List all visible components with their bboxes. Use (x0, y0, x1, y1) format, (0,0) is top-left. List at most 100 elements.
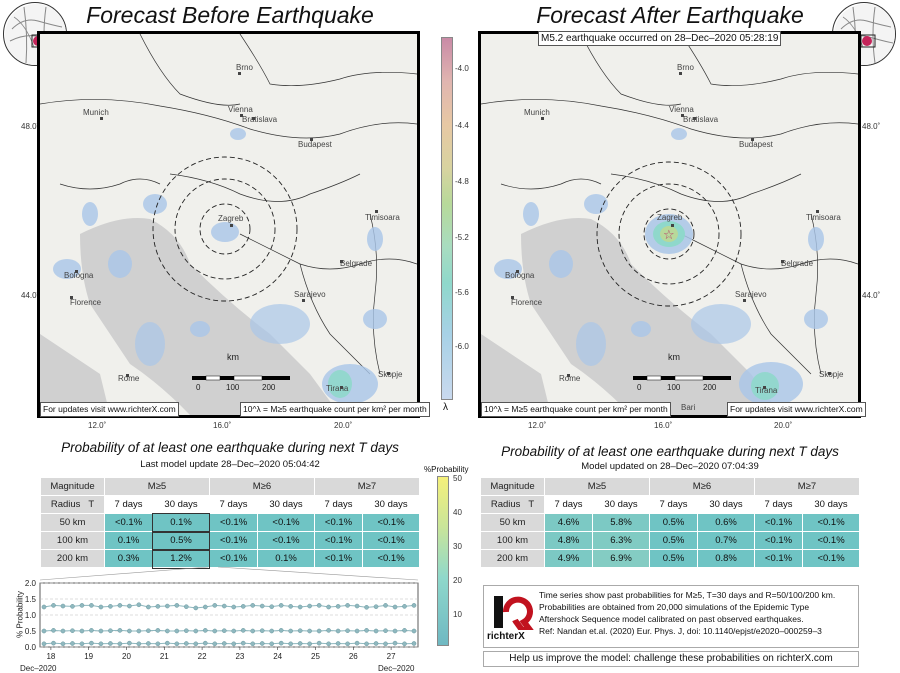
series-point (51, 640, 56, 646)
lon-label-16-left: 16.0˚ (213, 421, 232, 430)
city-bari: Bari (681, 403, 695, 412)
series-point (79, 641, 85, 647)
lat-label-44: 44.0˚ (21, 291, 40, 300)
lat-label-48: 48.0˚ (21, 122, 40, 131)
series-point (60, 603, 66, 609)
event-banner: M5.2 earthquake occurred on 28–Dec–2020 … (538, 31, 782, 46)
series-point (297, 604, 303, 610)
right-footer-legend: 10^λ = M≥5 earthquake count per km² per … (481, 402, 671, 417)
series-point (288, 604, 293, 609)
city-vienna: Vienna (669, 105, 694, 114)
x-tick-label: 27 (387, 652, 396, 661)
series-point (174, 603, 180, 608)
city-bratislava: Bratislava (683, 115, 719, 124)
period: 7 days (313, 495, 364, 514)
lat-label-48-right: 48.0˚ (862, 122, 881, 131)
cbar-tick-6: -6.0 (455, 342, 469, 351)
logo-text: richterX (487, 631, 525, 642)
period: 30 days (592, 495, 650, 514)
series-point (259, 628, 265, 633)
right-prob-subtitle: Model updated on 28–Dec–2020 07:04:39 (581, 461, 759, 472)
table-row: 200 km 4.9% 6.9% 0.5% 0.8% <0.1% <0.1% (480, 549, 860, 568)
series-point (184, 604, 189, 609)
city-rome: Rome (118, 374, 140, 383)
series-point (250, 628, 256, 634)
right-city-labels: Brno Munich Vienna Bratislava Budapest Z… (505, 63, 844, 412)
series-point (392, 628, 398, 634)
series-point (202, 628, 208, 633)
info-line-4[interactable]: Ref: Nandan et.al. (2020) Eur. Phys. J, … (539, 626, 822, 636)
series-point (184, 628, 189, 633)
left-footer-link[interactable]: For updates visit www.richterX.com (40, 402, 179, 417)
series-point (193, 641, 199, 647)
series-line (43, 629, 415, 632)
series-point (146, 641, 151, 646)
series-point (373, 628, 379, 634)
series-point (240, 640, 246, 646)
city-belgrade: Belgrade (781, 259, 814, 268)
scale-tick-100: 100 (226, 383, 240, 392)
city-vienna: Vienna (228, 105, 253, 114)
series-point (335, 641, 341, 646)
left-footer-legend: 10^λ = M≥5 earthquake count per km² per … (240, 402, 430, 417)
series-point (231, 604, 237, 610)
series-point (136, 628, 142, 634)
series-point (60, 628, 66, 634)
x-tick-label: 26 (349, 652, 358, 661)
scale-tick-100: 100 (667, 383, 681, 392)
x-tick-label: 18 (46, 652, 55, 661)
series-point (326, 604, 331, 610)
series-point (70, 641, 75, 646)
y-tick-label: 0.5 (25, 627, 37, 636)
series-point (259, 641, 265, 646)
help-link[interactable]: Help us improve the model: challenge the… (483, 651, 859, 667)
probability-colorbar (437, 476, 449, 646)
hdr-m6: M≥6 (648, 477, 755, 496)
left-map-title: Forecast Before Earthquake (86, 2, 374, 28)
scale-tick-0: 0 (196, 383, 201, 392)
series-point (307, 641, 312, 647)
x-end-label: Dec–2020 (378, 664, 415, 673)
info-line-1: Time series show past probabilities for … (539, 590, 836, 600)
series-point (70, 604, 75, 609)
left-forecast-map[interactable]: Brno Munich Vienna Bratislava Budapest Z… (37, 31, 420, 418)
info-line-3: Aftershock Sequence model calibrated on … (539, 614, 804, 624)
series-point (41, 628, 47, 634)
city-brno: Brno (236, 63, 253, 72)
series-point (240, 628, 246, 633)
series-point (51, 603, 56, 608)
right-footer-link[interactable]: For updates visit www.richterX.com (727, 402, 866, 417)
series-point (316, 640, 322, 646)
city-skopje: Skopje (819, 370, 844, 379)
series-point (89, 640, 94, 646)
period: 7 days (648, 495, 699, 514)
series-point (146, 628, 151, 633)
table-row: 50 km 4.6% 5.8% 0.5% 0.6% <0.1% <0.1% (480, 513, 860, 532)
city-florence: Florence (70, 298, 102, 307)
series-point (326, 628, 331, 633)
series-point (402, 628, 407, 633)
x-start-label: Dec–2020 (20, 664, 57, 673)
city-brno: Brno (677, 63, 694, 72)
series-point (70, 628, 75, 633)
y-tick-label: 0.0 (25, 643, 37, 652)
right-forecast-map[interactable]: ☆ Brno Munich Vienna Bratislava Budapest… (478, 31, 861, 418)
city-munich: Munich (524, 108, 550, 117)
series-point (383, 641, 388, 647)
left-prob-table: Magnitude M≥5 M≥6 M≥7 Radius T 7 days 30… (40, 477, 421, 569)
right-map-title: Forecast After Earthquake (536, 2, 804, 28)
series-point (373, 641, 379, 646)
series-point (269, 641, 274, 647)
left-city-labels: Brno Munich Vienna Bratislava Budapest Z… (64, 63, 403, 393)
series-point (335, 628, 341, 634)
series-point (402, 641, 407, 647)
series-point (231, 641, 237, 647)
series-point (335, 604, 341, 609)
right-prob-title: Probability of at least one earthquake d… (501, 444, 839, 459)
series-point (79, 628, 85, 634)
series-point (117, 628, 123, 633)
series-point (89, 603, 94, 608)
hdr-magnitude: Magnitude (480, 477, 545, 496)
hdr-m7: M≥7 (313, 477, 421, 496)
hdr-m5: M≥5 (104, 477, 210, 496)
